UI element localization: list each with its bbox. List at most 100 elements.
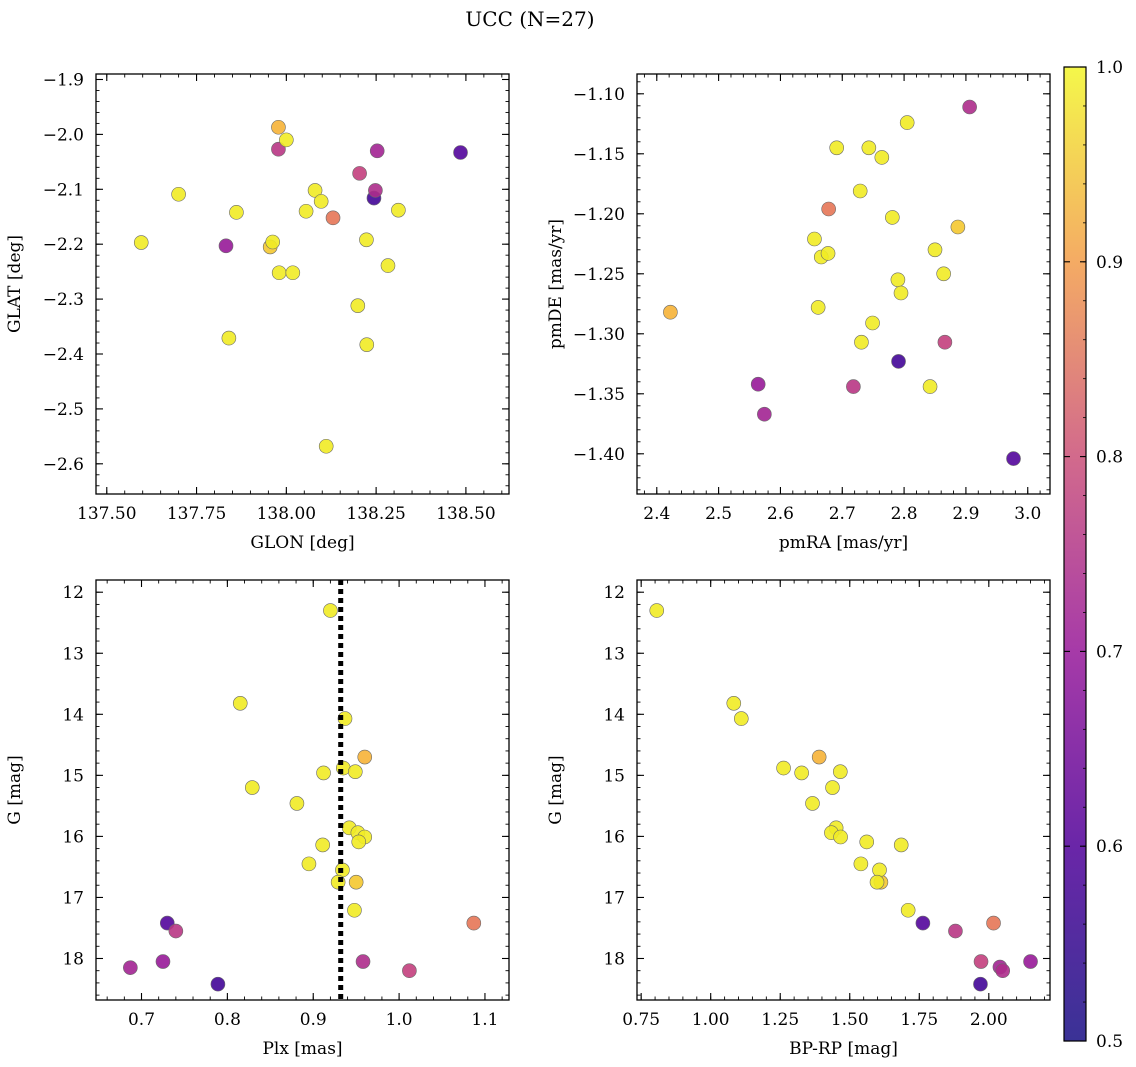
data-point bbox=[874, 150, 890, 165]
data-point bbox=[776, 760, 791, 776]
data-point bbox=[359, 232, 374, 248]
x-axis-label: BP-RP [mag] bbox=[789, 1039, 898, 1059]
data-point bbox=[733, 711, 749, 726]
data-point bbox=[369, 143, 385, 159]
x-tick-label: 0.75 bbox=[622, 1010, 660, 1030]
y-tick-label: −1.15 bbox=[573, 145, 625, 165]
data-point bbox=[986, 915, 1001, 931]
y-tick-label: −1.40 bbox=[573, 445, 625, 465]
data-point bbox=[821, 201, 836, 217]
x-tick-label: 1.25 bbox=[761, 1010, 799, 1030]
scatter-panel-1: 137.50 137.75 138.00 138.25 138.50 GLON [deg]… bbox=[5, 70, 510, 553]
data-point bbox=[995, 963, 1011, 979]
x-tick-label: 2.4 bbox=[643, 504, 670, 524]
data-point bbox=[726, 696, 742, 711]
data-point bbox=[861, 140, 877, 156]
x-tick-label: 0.9 bbox=[300, 1010, 327, 1030]
data-point bbox=[948, 923, 963, 939]
data-point bbox=[937, 334, 953, 350]
x-tick-label: 1.50 bbox=[831, 1010, 869, 1030]
x-axis: 0.75 1.00 1.25 1.50 1.75 2.00 BP-RP [mag] bbox=[622, 580, 1045, 1059]
x-tick-label: 2.6 bbox=[767, 504, 794, 524]
data-point bbox=[347, 902, 362, 918]
data-point bbox=[893, 837, 909, 853]
x-tick-label: 0.8 bbox=[214, 1010, 241, 1030]
data-point bbox=[854, 334, 869, 350]
y-tick-label: 15 bbox=[62, 766, 84, 786]
data-point bbox=[832, 764, 848, 779]
colorbar: 0.5 0.6 0.7 0.8 0.9 1.0 bbox=[1063, 58, 1123, 1052]
y-tick-label: 14 bbox=[62, 705, 84, 725]
x-tick-label: 138.50 bbox=[436, 504, 495, 524]
y-tick-label: 13 bbox=[62, 644, 84, 664]
data-point bbox=[348, 764, 363, 779]
data-points bbox=[649, 603, 1038, 992]
y-tick-label: −1.20 bbox=[573, 205, 625, 225]
data-point bbox=[825, 780, 840, 795]
data-point bbox=[298, 203, 314, 219]
data-point bbox=[757, 406, 772, 422]
data-point bbox=[285, 265, 301, 281]
y-tick-label: 16 bbox=[62, 827, 84, 847]
x-tick-label: 2.8 bbox=[891, 504, 918, 524]
y-tick-label: 13 bbox=[603, 644, 625, 664]
data-point bbox=[859, 834, 875, 850]
x-tick-label: 137.75 bbox=[167, 504, 226, 524]
scatter-panel-3: 0.7 0.8 0.9 1.0 1.1 Plx [mas] 12 13 14 15 16 17 18 G … bbox=[5, 579, 510, 1059]
data-point bbox=[271, 141, 286, 157]
data-point bbox=[355, 954, 371, 969]
x-tick-label: 137.50 bbox=[77, 504, 136, 524]
colorbar-tick-label: 0.7 bbox=[1096, 642, 1123, 662]
x-tick-label: 138.00 bbox=[257, 504, 316, 524]
data-point bbox=[391, 202, 406, 218]
data-point bbox=[221, 330, 237, 346]
data-point bbox=[1006, 451, 1021, 466]
y-tick-label: 16 bbox=[603, 827, 625, 847]
x-tick-label: 2.9 bbox=[952, 504, 979, 524]
y-axis-label: GLAT [deg] bbox=[5, 235, 25, 333]
x-axis-label: pmRA [mas/yr] bbox=[779, 533, 908, 553]
y-tick-label: −2.3 bbox=[43, 290, 84, 310]
data-points bbox=[133, 119, 468, 454]
data-point bbox=[265, 234, 280, 250]
data-point bbox=[915, 915, 931, 931]
x-axis: 0.7 0.8 0.9 1.0 1.1 Plx [mas] bbox=[106, 580, 503, 1059]
data-point bbox=[853, 856, 869, 872]
data-point bbox=[218, 238, 234, 254]
data-points bbox=[123, 603, 482, 992]
data-point bbox=[833, 829, 848, 845]
plot-frame bbox=[95, 579, 510, 1001]
colorbar-tick-label: 0.5 bbox=[1096, 1032, 1123, 1052]
data-point bbox=[380, 258, 396, 273]
x-axis-label: Plx [mas] bbox=[262, 1039, 342, 1059]
y-tick-label: −2.1 bbox=[43, 180, 84, 200]
plot-frame bbox=[636, 73, 1051, 495]
data-point bbox=[123, 960, 138, 975]
data-point bbox=[402, 963, 417, 979]
y-tick-label: −1.35 bbox=[573, 385, 625, 405]
data-point bbox=[846, 379, 861, 394]
data-point bbox=[893, 285, 909, 301]
data-point bbox=[348, 874, 364, 890]
data-point bbox=[885, 210, 900, 225]
data-point bbox=[168, 923, 184, 939]
x-axis: 137.50 137.75 138.00 138.25 138.50 GLON [deg] bbox=[77, 74, 503, 553]
y-axis: 12 13 14 15 16 17 18 G [mag] bbox=[546, 583, 1050, 996]
data-point bbox=[316, 765, 331, 781]
y-tick-label: −1.25 bbox=[573, 265, 625, 285]
data-point bbox=[1023, 954, 1038, 969]
data-point bbox=[229, 205, 244, 220]
data-point bbox=[357, 749, 373, 765]
data-point bbox=[325, 210, 341, 226]
plot-frame bbox=[95, 73, 510, 495]
x-tick-label: 1.75 bbox=[900, 1010, 938, 1030]
data-point bbox=[279, 132, 294, 148]
data-point bbox=[301, 856, 317, 872]
x-tick-label: 0.7 bbox=[128, 1010, 155, 1030]
x-tick-label: 2.5 bbox=[705, 504, 732, 524]
y-tick-label: 12 bbox=[603, 583, 625, 603]
data-point bbox=[750, 376, 766, 392]
y-axis: −1.40 −1.35 −1.30 −1.25 −1.20 −1.15 −1.10 pmDE … bbox=[546, 81, 1050, 491]
data-point bbox=[962, 99, 977, 115]
